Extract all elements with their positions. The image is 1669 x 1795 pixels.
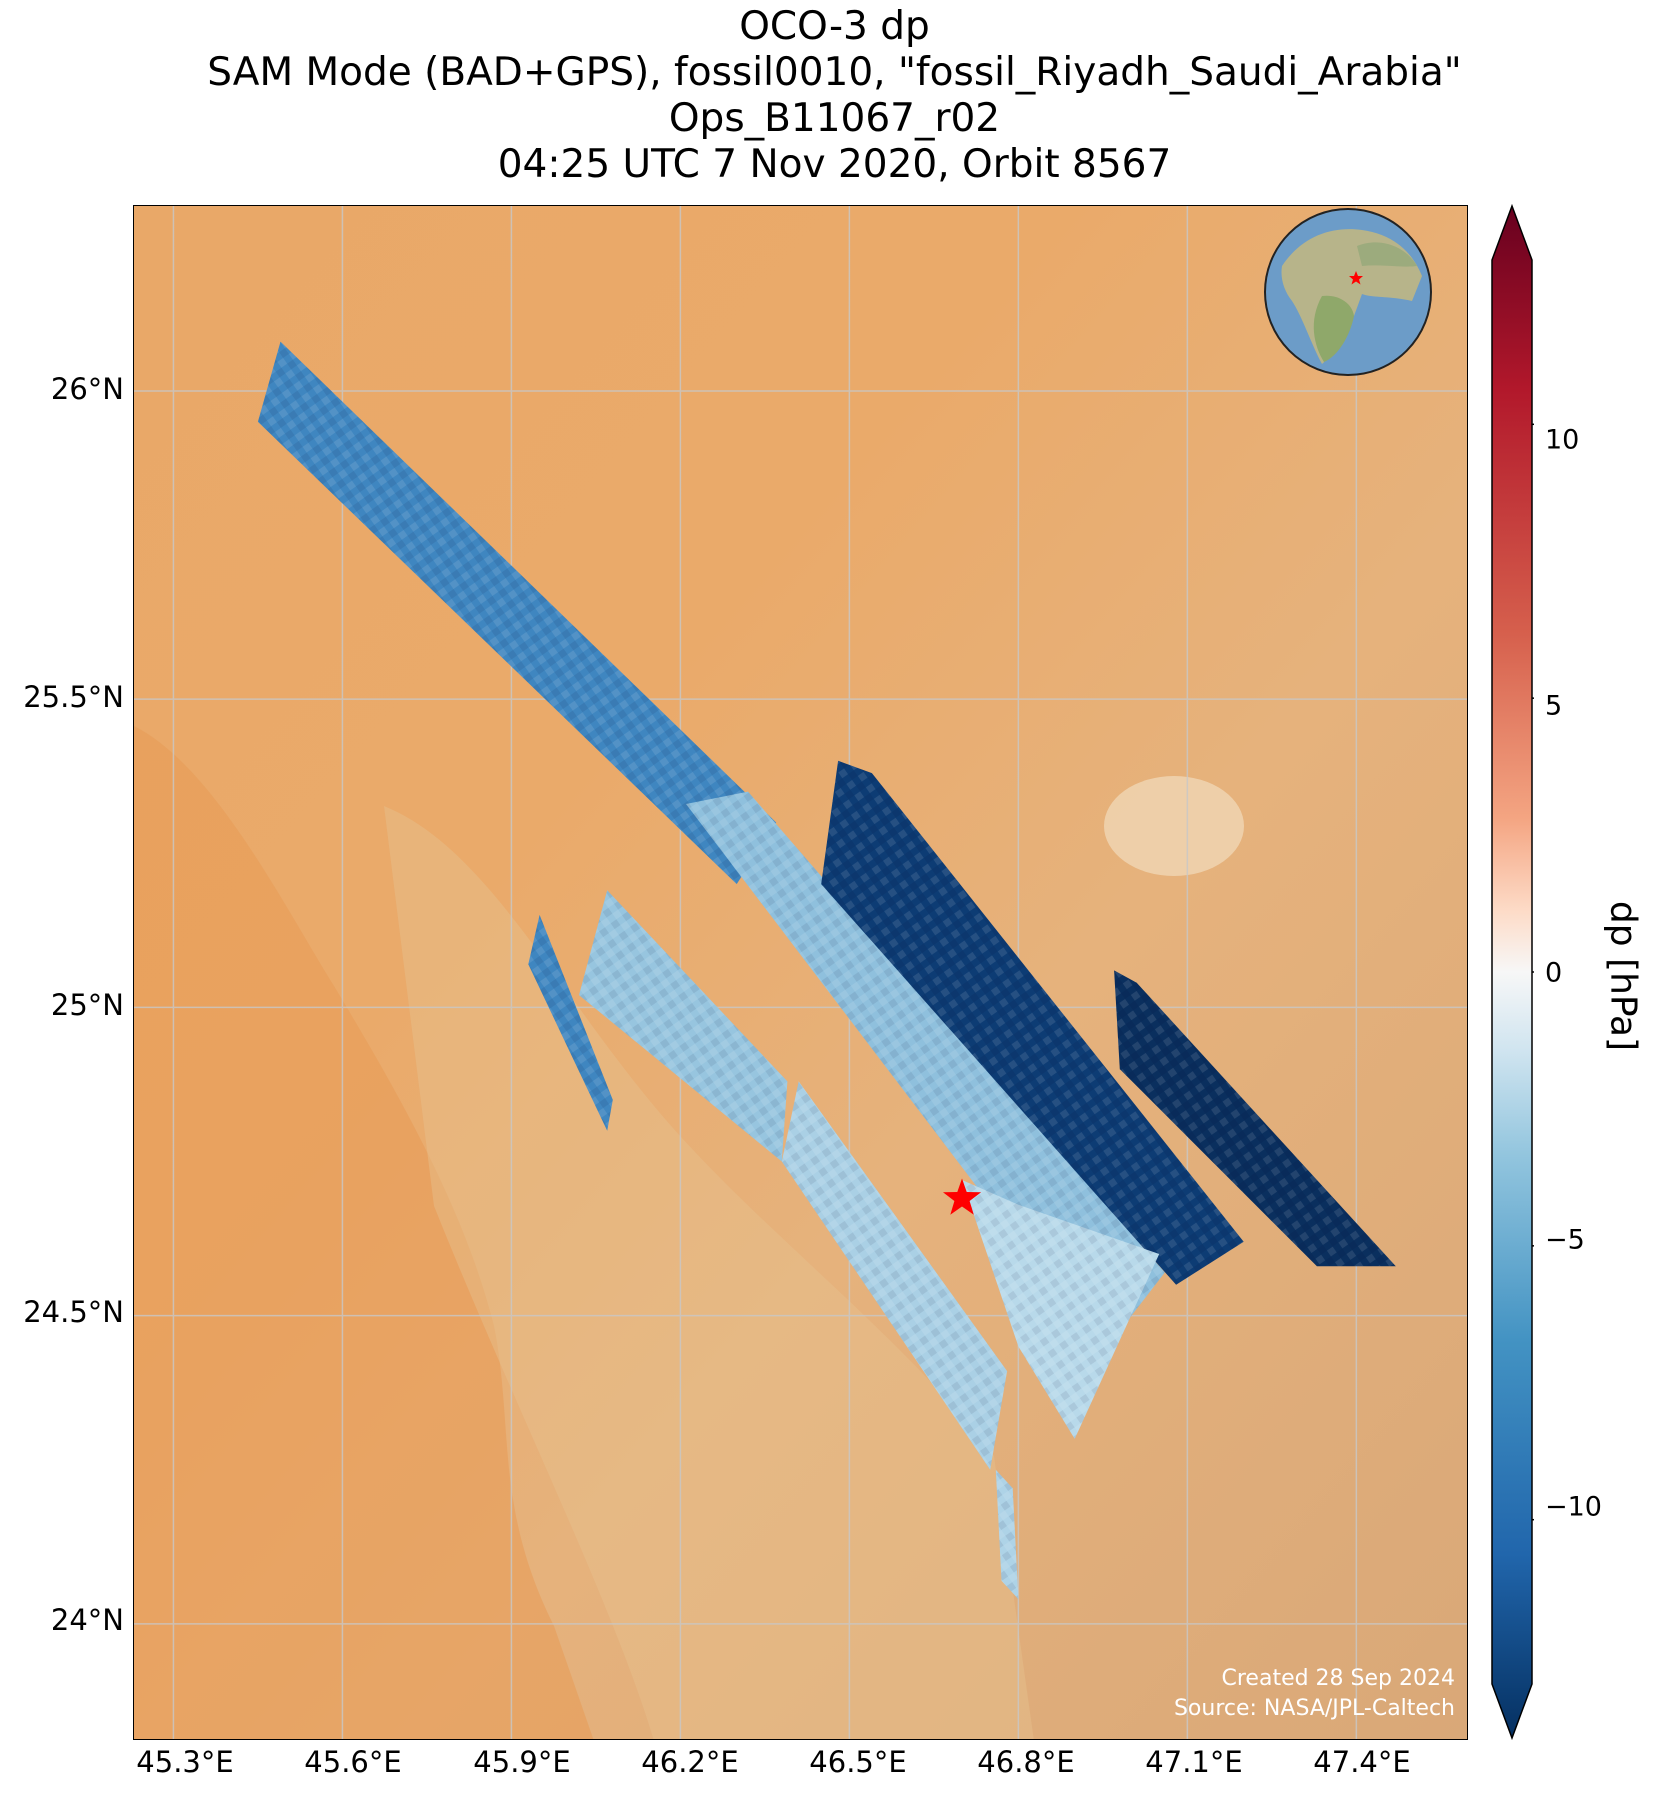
figure-title: OCO-3 dp SAM Mode (BAD+GPS), fossil0010,… <box>0 4 1669 188</box>
swath-northwest-texture <box>257 341 777 885</box>
map-canvas <box>134 206 1467 1739</box>
map-gridlines <box>134 206 1467 1739</box>
swath-far-east-texture <box>1114 970 1396 1267</box>
swath-east-texture <box>821 760 1244 1285</box>
swath-mid-texture <box>962 1180 1160 1439</box>
title-line-4: 04:25 UTC 7 Nov 2020, Orbit 8567 <box>497 142 1172 187</box>
colorbar-tick-5: 5 <box>1545 690 1563 722</box>
swath-south-b-texture <box>781 1081 1008 1470</box>
title-line-3: Ops_B11067_r02 <box>668 96 1001 141</box>
lon-tick-45-3: 45.3°E <box>136 1745 234 1779</box>
created-credit: Created 28 Sep 2024 <box>1221 1666 1456 1691</box>
swath-south-a-texture <box>579 890 788 1162</box>
target-star-marker <box>943 1178 982 1215</box>
title-line-1: OCO-3 dp <box>739 4 930 49</box>
colorbar-gradient <box>1491 204 1533 1740</box>
lon-tick-47-1: 47.1°E <box>1145 1745 1243 1779</box>
lon-tick-46-5: 46.5°E <box>809 1745 907 1779</box>
lat-tick-25: 25°N <box>50 988 124 1022</box>
colorbar-tick-minus5: −5 <box>1545 1224 1585 1256</box>
title-line-2: SAM Mode (BAD+GPS), fossil0010, "fossil_… <box>207 50 1462 95</box>
globe-icon <box>1264 208 1432 376</box>
swath-central-texture <box>686 791 1165 1353</box>
swath-tail-texture <box>995 1469 1019 1600</box>
lon-tick-47-4: 47.4°E <box>1313 1745 1411 1779</box>
data-swaths <box>257 341 1396 1600</box>
colorbar-ticks <box>1532 423 1534 1521</box>
source-credit: Source: NASA/JPL-Caltech <box>1173 1696 1455 1721</box>
colorbar-tick-minus10: −10 <box>1545 1491 1602 1523</box>
colorbar-label: dp [hPa] <box>1602 900 1644 1052</box>
basemap-salt-flat <box>1104 776 1244 876</box>
colorbar-tick-10: 10 <box>1545 424 1580 456</box>
lon-tick-46-2: 46.2°E <box>641 1745 739 1779</box>
star-icon <box>943 1178 982 1215</box>
lon-tick-46-8: 46.8°E <box>977 1745 1075 1779</box>
lon-tick-45-6: 45.6°E <box>304 1745 402 1779</box>
map-panel: Created 28 Sep 2024 Source: NASA/JPL-Cal… <box>133 205 1468 1740</box>
lat-tick-24-5: 24.5°N <box>23 1295 124 1329</box>
colorbar <box>1491 204 1534 1740</box>
basemap-sand-dunes <box>134 726 594 1739</box>
colorbar-tick-0: 0 <box>1545 957 1563 989</box>
basemap-plateau <box>384 806 1034 1739</box>
swath-narrow-west-texture <box>528 914 613 1131</box>
lat-tick-25-5: 25.5°N <box>23 680 124 714</box>
lat-tick-24: 24°N <box>50 1603 124 1637</box>
lat-tick-26: 26°N <box>50 372 124 406</box>
lon-tick-45-9: 45.9°E <box>473 1745 571 1779</box>
